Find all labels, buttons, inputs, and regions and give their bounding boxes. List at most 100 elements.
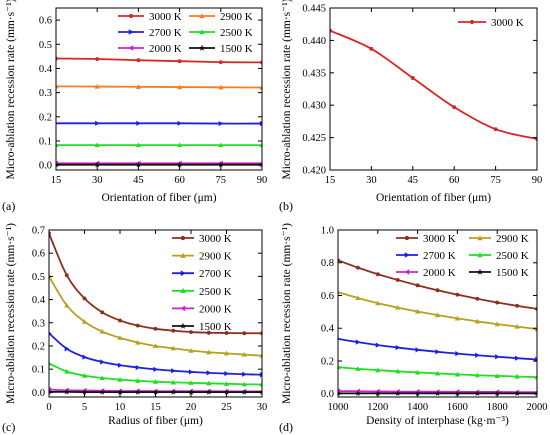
plot-frame — [337, 229, 538, 398]
data-point — [338, 289, 341, 295]
legend-marker — [404, 235, 410, 241]
x-tick-label: 1400 — [407, 402, 428, 413]
legend-marker — [199, 13, 205, 19]
legend-label: 1500 K — [199, 321, 232, 333]
legend-item: 2900 K — [469, 233, 529, 245]
x-tick-label: 1200 — [367, 402, 388, 413]
y-tick-label: 0.5 — [39, 40, 52, 51]
y-tick-label: 0.425 — [302, 133, 326, 144]
series-2700-K — [56, 120, 262, 127]
data-point — [534, 390, 537, 396]
data-point — [135, 364, 141, 371]
data-point — [475, 296, 480, 301]
y-axis-label: Micro-ablation recession rate (mm·s⁻¹) — [281, 223, 293, 404]
data-point — [153, 326, 158, 331]
data-point — [410, 76, 415, 80]
data-point — [206, 370, 212, 376]
legend-item: 2900 K — [189, 11, 253, 23]
legend-label: 2700 K — [423, 250, 456, 262]
legend-marker — [179, 322, 187, 329]
data-point — [171, 368, 176, 374]
data-point — [117, 362, 123, 368]
data-point — [218, 120, 224, 127]
data-point — [95, 120, 100, 126]
legend-marker — [128, 29, 134, 35]
legend-marker — [404, 269, 410, 275]
data-point — [189, 330, 193, 335]
data-point — [242, 371, 247, 377]
chart-panel-a: 15 30 45 60 75 90 0.0 0.1 0.2 0.3 0.4 0.5 0.6 Orienta… — [2, 0, 267, 213]
data-point — [63, 388, 70, 395]
data-point — [206, 380, 212, 386]
legend-item: 3000 K — [118, 11, 182, 23]
data-point — [474, 372, 480, 378]
x-tick-label: 30 — [92, 175, 103, 186]
data-point — [118, 318, 122, 323]
x-tick-label: 15 — [51, 175, 62, 186]
data-point — [135, 161, 142, 168]
y-axis-label: Micro-ablation recession rate (mm·s⁻¹) — [281, 0, 293, 180]
data-point — [338, 364, 341, 370]
data-point — [223, 350, 230, 356]
y-tick-label: 0.0 — [39, 161, 52, 172]
data-point — [495, 300, 500, 305]
data-point — [152, 379, 159, 384]
data-point — [395, 368, 401, 374]
data-point — [99, 375, 105, 381]
data-point — [514, 390, 521, 396]
data-point — [218, 84, 224, 90]
data-point — [136, 120, 141, 126]
data-point — [241, 389, 248, 395]
data-point — [206, 330, 211, 335]
data-point — [177, 142, 183, 148]
legend-marker — [180, 252, 186, 258]
y-tick-label: 0.0 — [32, 388, 45, 399]
legend-item: 2000 K — [118, 43, 182, 55]
y-axis-label: Micro-ablation recession rate (mm·s⁻¹) — [5, 0, 17, 180]
y-tick-label: 0.3 — [39, 88, 52, 99]
data-point — [474, 390, 481, 396]
data-point — [415, 308, 421, 314]
y-tick-label: 0.430 — [302, 101, 326, 112]
x-tick-label: 30 — [257, 402, 268, 413]
data-point — [95, 57, 100, 61]
data-point — [435, 288, 440, 293]
data-point — [170, 379, 176, 385]
legend-label: 2500 K — [496, 250, 529, 262]
data-point — [534, 326, 537, 332]
y-tick-label: 0.2 — [32, 341, 45, 352]
x-tick-label: 2000 — [527, 402, 548, 413]
series-1500-K — [56, 161, 262, 168]
legend-item: 1500 K — [189, 43, 253, 55]
x-tick-label: 75 — [490, 175, 501, 186]
data-point — [152, 343, 159, 349]
data-point — [455, 292, 460, 297]
data-point — [515, 355, 520, 361]
legend-marker — [404, 252, 410, 258]
legend-label: 2700 K — [149, 27, 182, 39]
x-tick-label: 1600 — [447, 402, 468, 413]
legend-label: 2700 K — [199, 268, 232, 280]
data-point — [49, 331, 52, 335]
data-point — [64, 368, 70, 374]
y-tick-label: 0.2 — [39, 112, 52, 123]
legend-item: 2000 K — [172, 303, 232, 315]
data-point — [177, 59, 182, 64]
data-point — [241, 351, 247, 357]
y-tick-label: 0.440 — [302, 36, 326, 47]
x-tick-label: 1800 — [487, 402, 508, 413]
data-point — [188, 380, 194, 385]
legend-label: 3000 K — [149, 11, 182, 23]
data-point — [117, 335, 123, 340]
legend-marker — [477, 235, 483, 241]
data-point — [94, 161, 101, 168]
y-tick-label: 0.435 — [302, 68, 326, 79]
chart-panel-b: 15 30 45 60 75 90 0.420 0.425 0.430 0.435 0.440 0.4… — [279, 0, 542, 213]
legend-label: 2000 K — [423, 267, 456, 279]
data-point — [135, 84, 141, 89]
data-point — [153, 366, 159, 372]
y-tick-label: 0.0 — [321, 389, 334, 400]
data-point — [152, 389, 159, 395]
data-point — [81, 373, 88, 378]
